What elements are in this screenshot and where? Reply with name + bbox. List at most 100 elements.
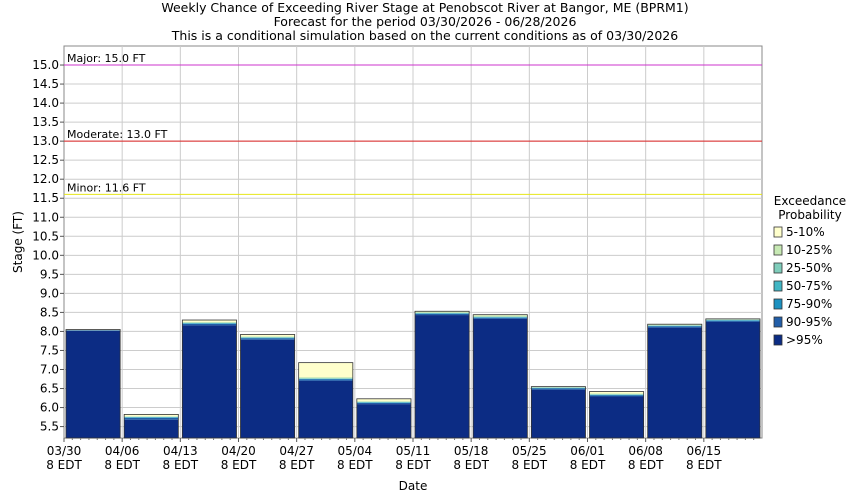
legend-swatch (773, 298, 783, 310)
legend-label: 5-10% (786, 225, 825, 239)
y-tick-label: 10.0 (32, 248, 59, 262)
bar-segment (356, 404, 411, 438)
bar-segment (182, 321, 237, 323)
y-tick-label: 5.5 (40, 420, 59, 434)
x-tick-date: 04/06 (105, 444, 140, 458)
bar-segment (415, 311, 470, 313)
bar-segment (298, 362, 353, 378)
bar-segment (415, 315, 470, 438)
bar-outline (65, 329, 121, 439)
y-tick-label: 11.5 (32, 191, 59, 205)
bar-outline (240, 334, 296, 439)
y-tick-label: 7.0 (40, 362, 59, 376)
chart-title: Weekly Chance of Exceeding River Stage a… (161, 0, 688, 43)
threshold-label: Major: 15.0 FT (67, 52, 146, 65)
x-tick-time: 8 EDT (279, 458, 315, 472)
threshold-label: Minor: 11.6 FT (67, 181, 146, 194)
bar-segment (298, 380, 353, 438)
y-axis-ticks: 5.5 6.0 6.5 7.0 7.5 8.0 8.5 9.0 9.5 10.0 10.5 11.0 1… (32, 58, 64, 434)
bar-segment (589, 396, 644, 438)
gridlines (64, 46, 762, 438)
legend-label: 75-90% (786, 297, 832, 311)
legend-label: 25-50% (786, 261, 832, 275)
x-tick-time: 8 EDT (163, 458, 199, 472)
y-tick-label: 7.5 (40, 343, 59, 357)
bar-segment (705, 321, 760, 438)
x-tick-date: 05/25 (512, 444, 547, 458)
x-tick-date: 03/30 (47, 444, 82, 458)
bar-segment (473, 317, 528, 319)
bar-segment (240, 338, 295, 340)
x-tick-time: 8 EDT (628, 458, 664, 472)
bar-outline (298, 362, 354, 439)
bar-segment (705, 320, 760, 322)
bar-segment (298, 377, 353, 379)
bar-segment (647, 327, 702, 438)
bar-outline (589, 391, 645, 439)
bar-segment (182, 325, 237, 438)
x-tick-date: 06/08 (628, 444, 663, 458)
bar-segment (182, 323, 237, 326)
x-tick-time: 8 EDT (221, 458, 257, 472)
bar-segment (647, 324, 702, 326)
legend-label: 10-25% (786, 243, 832, 257)
bar-segment (647, 326, 702, 328)
bar-segment (356, 398, 411, 402)
y-tick-label: 15.0 (32, 58, 59, 72)
bar-outline (414, 310, 470, 439)
x-tick-date: 04/27 (279, 444, 314, 458)
x-tick-date: 04/13 (163, 444, 198, 458)
bar-outline (647, 323, 703, 439)
bar-outline (705, 318, 761, 439)
bar-segment (356, 401, 411, 402)
legend-swatch (773, 280, 783, 292)
legend-swatch (773, 244, 783, 256)
x-tick-time: 8 EDT (337, 458, 373, 472)
bar-segment (473, 318, 528, 438)
x-tick-time: 8 EDT (46, 458, 82, 472)
legend-swatch (773, 334, 783, 346)
x-tick-date: 05/18 (454, 444, 489, 458)
legend-swatch (773, 226, 783, 238)
x-axis-label: Date (399, 479, 428, 493)
legend-title-2: Probability (778, 208, 841, 222)
bar-segment (356, 402, 411, 405)
title-line-2: Forecast for the period 03/30/2026 - 06/… (274, 14, 577, 29)
bar-segment (589, 391, 644, 394)
bars (65, 310, 761, 439)
bar-segment (124, 414, 179, 417)
legend-label: 90-95% (786, 315, 832, 329)
bar-segment (589, 395, 644, 397)
y-tick-label: 12.0 (32, 172, 59, 186)
flood-thresholds: Major: 15.0 FT Moderate: 13.0 FT Minor: 11… (64, 52, 762, 195)
bar-segment (473, 315, 528, 317)
bar-segment (415, 313, 470, 316)
bar-segment (124, 419, 179, 438)
x-tick-time: 8 EDT (453, 458, 489, 472)
y-tick-label: 6.5 (40, 382, 59, 396)
bar-segment (298, 379, 353, 381)
title-line-1: Weekly Chance of Exceeding River Stage a… (161, 0, 688, 15)
x-tick-time: 8 EDT (570, 458, 606, 472)
y-tick-label: 8.0 (40, 324, 59, 338)
y-tick-label: 13.5 (32, 115, 59, 129)
y-tick-label: 9.0 (40, 286, 59, 300)
title-line-3: This is a conditional simulation based o… (171, 28, 678, 43)
y-tick-label: 14.0 (32, 96, 59, 110)
x-tick-date: 04/20 (221, 444, 256, 458)
legend-label: >95% (786, 333, 823, 347)
bar-segment (531, 388, 586, 390)
x-tick-date: 05/11 (396, 444, 431, 458)
bar-segment (124, 417, 179, 420)
bar-segment (589, 393, 644, 395)
bar-segment (240, 334, 295, 337)
y-tick-label: 12.5 (32, 153, 59, 167)
legend-swatch (773, 262, 783, 274)
bar-segment (182, 320, 237, 322)
legend: Exceedance Probability 5-10% 10-25% 25-50%… (773, 194, 846, 347)
x-tick-date: 05/04 (338, 444, 373, 458)
bar-segment (531, 389, 586, 438)
y-axis-label: Stage (FT) (11, 211, 25, 273)
